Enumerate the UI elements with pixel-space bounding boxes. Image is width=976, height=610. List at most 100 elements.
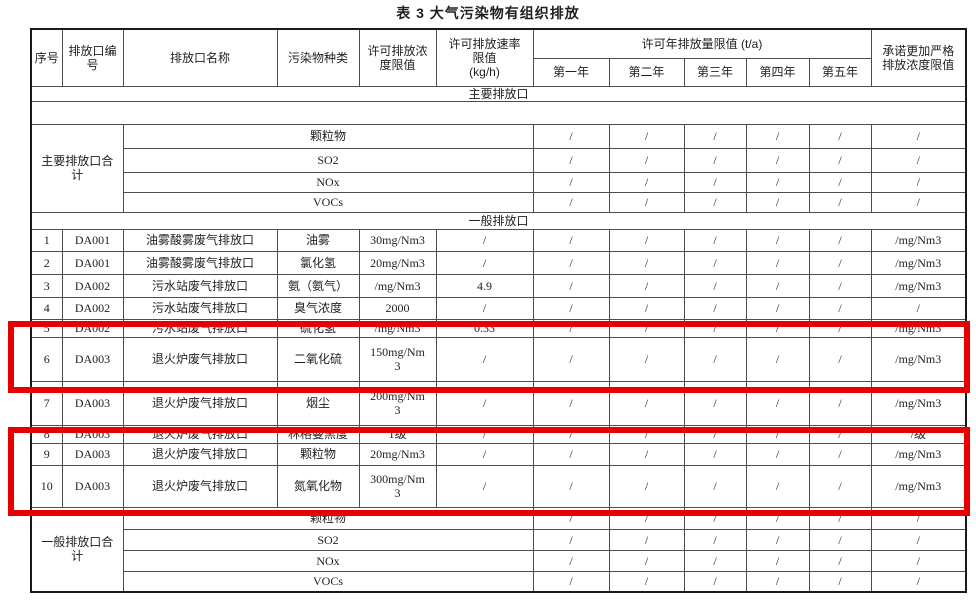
cell-stricter: / [870, 296, 967, 320]
cell-stricter: / [870, 147, 967, 173]
cell-year2: / [608, 549, 685, 572]
cell-conc-limit: 300mg/Nm 3 [358, 464, 437, 508]
cell-stricter: /mg/Nm3 [870, 464, 967, 508]
cell-pollutant: 氯化氢 [276, 250, 360, 275]
cell-stricter: / [870, 191, 967, 213]
cell-year4: / [745, 123, 810, 149]
cell-year4: / [745, 464, 810, 508]
cell-year3: / [683, 228, 747, 252]
header-outlet-name: 排放口名称 [122, 28, 278, 87]
cell-year4: / [745, 191, 810, 213]
cell-stricter: /mg/Nm3 [870, 228, 967, 252]
highlight-box-rows9-10 [8, 427, 970, 516]
cell-year4: / [745, 147, 810, 173]
table-row: 9 DA003 退火炉废气排放口 颗粒物 20mg/Nm3 / / / / / … [30, 442, 967, 466]
cell-year1: / [532, 123, 610, 149]
cell-conc-limit: 2000 [358, 296, 437, 320]
cell-year2: / [608, 250, 685, 275]
cell-outlet-no: DA003 [61, 442, 124, 466]
cell-year4: / [745, 296, 810, 320]
cell-seq: 10 [30, 464, 63, 508]
main-total-label: 主要排放口合 计 [30, 123, 124, 213]
header-year-5: 第五年 [808, 57, 872, 87]
cell-year1: / [532, 464, 610, 508]
cell-rate-limit: / [435, 250, 534, 275]
cell-outlet-no: DA002 [61, 273, 124, 298]
cell-rate-limit: / [435, 296, 534, 320]
header-rate-limit: 许可排放速率 限值 (kg/h) [435, 28, 534, 87]
cell-year1: / [532, 171, 610, 193]
cell-year5: / [808, 570, 872, 593]
cell-pollutant: 颗粒物 [276, 442, 360, 466]
cell-year1: / [532, 191, 610, 213]
cell-year2: / [608, 171, 685, 193]
cell-year5: / [808, 191, 872, 213]
cell-pollutant: NOx [122, 549, 534, 572]
header-year-4: 第四年 [745, 57, 810, 87]
cell-stricter: / [870, 528, 967, 551]
cell-year3: / [683, 528, 747, 551]
cell-year2: / [608, 570, 685, 593]
cell-year4: / [745, 528, 810, 551]
cell-conc-limit: 20mg/Nm3 [358, 250, 437, 275]
table-row: 1 DA001 油雾酸雾废气排放口 油雾 30mg/Nm3 / / / / / … [30, 228, 967, 252]
cell-seq: 3 [30, 273, 63, 298]
cell-conc-limit: 30mg/Nm3 [358, 228, 437, 252]
cell-year2: / [608, 528, 685, 551]
cell-stricter: /mg/Nm3 [870, 273, 967, 298]
cell-pollutant: VOCs [122, 191, 534, 213]
cell-year5: / [808, 171, 872, 193]
cell-year5: / [808, 336, 872, 382]
cell-pollutant: 油雾 [276, 228, 360, 252]
cell-year5: / [808, 123, 872, 149]
header-outlet-no: 排放口编 号 [61, 28, 124, 87]
cell-stricter: / [870, 549, 967, 572]
cell-year5: / [808, 147, 872, 173]
cell-seq: 4 [30, 296, 63, 320]
cell-stricter: / [870, 171, 967, 193]
cell-year4: / [745, 273, 810, 298]
cell-year1: / [532, 528, 610, 551]
header-stricter-limit: 承诺更加严格 排放浓度限值 [870, 28, 967, 87]
section-label-general: 一般排放口 [30, 211, 967, 230]
cell-stricter: / [870, 123, 967, 149]
cell-year1: / [532, 228, 610, 252]
cell-year4: / [745, 336, 810, 382]
cell-year1: / [532, 296, 610, 320]
main-total-row: VOCs / / / / / / [31, 191, 967, 213]
cell-year3: / [683, 123, 747, 149]
table-row: 10 DA003 退火炉废气排放口 氮氧化物 300mg/Nm 3 / / / … [30, 464, 967, 508]
cell-year2: / [608, 296, 685, 320]
cell-year3: / [683, 336, 747, 382]
cell-outlet-name: 污水站废气排放口 [122, 296, 278, 320]
cell-year5: / [808, 464, 872, 508]
cell-year3: / [683, 147, 747, 173]
header-row-1: 序号 排放口编 号 排放口名称 污染物种类 许可排放浓 度限值 许可排放速率 限… [30, 28, 967, 87]
section-row-main: 主要排放口 [30, 85, 967, 102]
cell-year2: / [608, 273, 685, 298]
cell-year4: / [745, 570, 810, 593]
cell-conc-limit: /mg/Nm3 [358, 273, 437, 298]
cell-year1: / [532, 250, 610, 275]
cell-conc-limit: 150mg/Nm 3 [358, 336, 437, 382]
cell-year1: / [532, 273, 610, 298]
main-total-row: 主要排放口合 计 颗粒物 / / / / / / [30, 123, 967, 213]
cell-year1: / [532, 549, 610, 572]
cell-pollutant: NOx [122, 171, 534, 193]
cell-year4: / [745, 228, 810, 252]
table-row: 3 DA002 污水站废气排放口 氨（氨气） /mg/Nm3 4.9 / / /… [30, 273, 967, 298]
cell-year1: / [532, 147, 610, 173]
cell-pollutant: 氮氧化物 [276, 464, 360, 508]
general-total-row: NOx / / / / / / [31, 549, 967, 572]
cell-year5: / [808, 442, 872, 466]
cell-rate-limit: / [435, 228, 534, 252]
cell-outlet-no: DA001 [61, 228, 124, 252]
table-row: 2 DA001 油雾酸雾废气排放口 氯化氢 20mg/Nm3 / / / / /… [30, 250, 967, 275]
cell-outlet-no: DA002 [61, 296, 124, 320]
header-pollutant: 污染物种类 [276, 28, 360, 87]
cell-year4: / [745, 250, 810, 275]
cell-year5: / [808, 250, 872, 275]
cell-outlet-name: 油雾酸雾废气排放口 [122, 228, 278, 252]
section-label-main: 主要排放口 [30, 85, 967, 102]
